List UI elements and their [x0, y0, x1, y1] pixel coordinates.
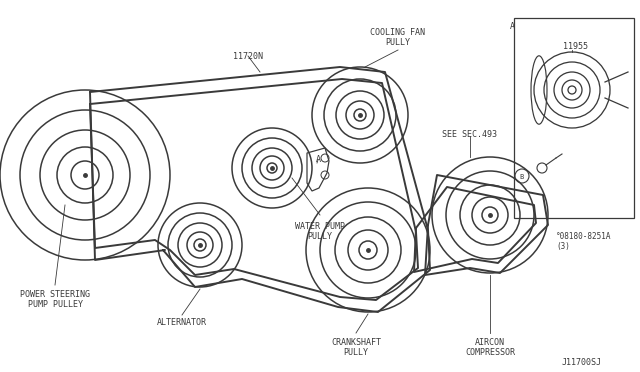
- Bar: [514, 18, 634, 218]
- Text: AIRCON
COMPRESSOR: AIRCON COMPRESSOR: [465, 338, 515, 357]
- Text: J11700SJ: J11700SJ: [562, 358, 602, 367]
- Text: 11955: 11955: [563, 42, 589, 51]
- Text: ALTERNATOR: ALTERNATOR: [157, 318, 207, 327]
- Text: WATER PUMP
PULLY: WATER PUMP PULLY: [295, 222, 345, 241]
- Text: POWER STEERING
PUMP PULLEY: POWER STEERING PUMP PULLEY: [20, 290, 90, 310]
- Text: CRANKSHAFT
PULLY: CRANKSHAFT PULLY: [331, 338, 381, 357]
- Text: °08180-8251A
(3): °08180-8251A (3): [556, 232, 611, 251]
- Text: SEE SEC.493: SEE SEC.493: [442, 130, 497, 139]
- Text: A: A: [316, 155, 321, 164]
- Text: COOLING FAN
PULLY: COOLING FAN PULLY: [371, 28, 426, 47]
- Text: B: B: [520, 174, 524, 180]
- Text: 11720N: 11720N: [233, 52, 263, 61]
- Text: A: A: [509, 22, 515, 31]
